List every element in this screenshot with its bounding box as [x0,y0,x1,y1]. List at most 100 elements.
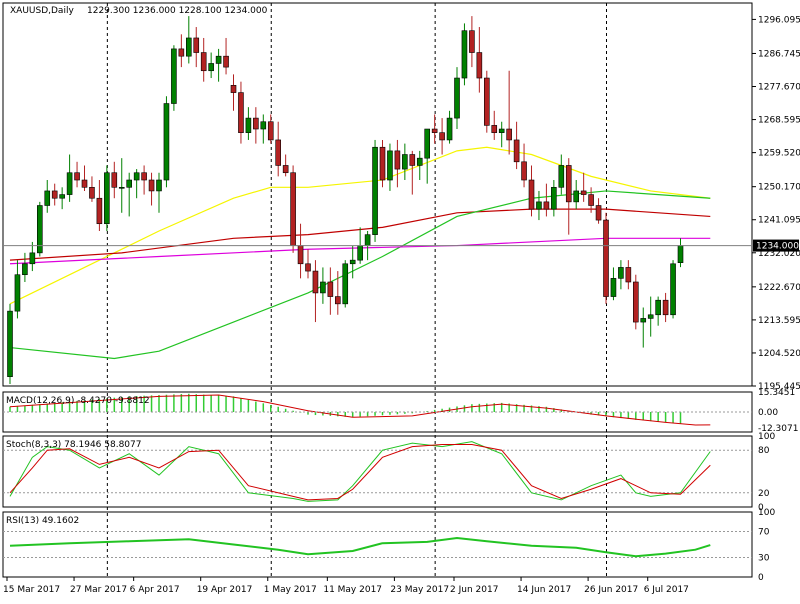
candle[interactable] [290,165,296,253]
candle[interactable] [104,165,110,232]
candle[interactable] [312,260,319,323]
candle[interactable] [394,139,401,188]
candle[interactable] [193,27,200,68]
candle[interactable] [297,223,304,279]
candle[interactable] [632,274,639,330]
candle[interactable] [133,169,140,199]
candle[interactable] [81,165,88,191]
candles[interactable] [7,16,684,384]
candle[interactable] [439,118,445,155]
candle-body [29,252,36,265]
candle[interactable] [521,143,527,188]
candle[interactable] [275,121,282,177]
candle[interactable] [320,267,326,304]
candle[interactable] [29,241,36,272]
candle[interactable] [230,74,237,111]
candle[interactable] [44,180,51,213]
candle-body [141,172,147,181]
candle-body [364,234,371,246]
candle[interactable] [640,307,647,348]
candle[interactable] [349,245,356,279]
candle[interactable] [454,67,460,130]
candle[interactable] [186,16,192,64]
candle[interactable] [528,165,535,217]
candle[interactable] [387,143,393,191]
candle[interactable] [655,296,661,326]
candle[interactable] [22,252,28,282]
candle[interactable] [66,154,73,202]
candle[interactable] [618,260,624,290]
candle[interactable] [141,165,147,195]
candle[interactable] [156,172,162,213]
candle[interactable] [282,154,289,177]
candle[interactable] [677,238,684,268]
date-tick-label: 2 Jun 2017 [450,585,498,595]
candle[interactable] [89,176,95,202]
candle[interactable] [379,139,386,188]
candle[interactable] [245,107,252,140]
candle[interactable] [334,271,341,315]
candle[interactable] [469,16,475,68]
candle[interactable] [506,70,512,155]
candle[interactable] [588,187,594,213]
price-tick-label: 1259.520 [758,149,800,159]
candle[interactable] [208,52,214,79]
candle[interactable] [372,139,378,242]
candle[interactable] [446,110,453,144]
candle[interactable] [543,183,550,217]
candle[interactable] [36,201,43,257]
candle[interactable] [595,198,602,224]
candle[interactable] [327,267,334,315]
candle[interactable] [74,161,80,188]
candle[interactable] [580,172,587,202]
candle[interactable] [431,114,438,144]
candle[interactable] [573,180,580,210]
candle[interactable] [551,180,557,217]
candle[interactable] [416,150,423,181]
candle[interactable] [111,161,118,199]
candle[interactable] [223,37,229,75]
candle[interactable] [424,128,431,184]
candle[interactable] [59,187,65,210]
candle[interactable] [126,172,132,217]
candle[interactable] [200,37,207,82]
candle[interactable] [461,23,468,86]
candle[interactable] [148,172,155,206]
candle[interactable] [513,121,520,170]
candle[interactable] [253,107,259,144]
candle[interactable] [625,260,632,290]
candle[interactable] [402,143,408,181]
candle[interactable] [7,303,13,384]
candle[interactable] [171,45,177,111]
candle[interactable] [483,70,490,133]
candle[interactable] [536,190,542,221]
candle[interactable] [409,150,416,195]
candle[interactable] [662,292,669,323]
candle[interactable] [476,27,483,93]
candle[interactable] [342,260,349,308]
candle[interactable] [305,249,311,279]
candle[interactable] [647,296,654,337]
candle-body [36,205,43,254]
candle[interactable] [565,158,572,235]
candle[interactable] [498,121,505,148]
candle[interactable] [163,96,170,188]
candle[interactable] [267,114,274,144]
candle[interactable] [260,114,267,144]
candle[interactable] [491,110,498,140]
candle[interactable] [178,34,185,68]
candle[interactable] [215,48,222,82]
candle-body [610,278,617,297]
candle[interactable] [14,260,21,319]
candle[interactable] [603,212,609,304]
candle[interactable] [670,260,676,319]
candle[interactable] [238,81,244,144]
candle[interactable] [610,267,617,301]
candle[interactable] [118,158,125,213]
candle[interactable] [51,183,58,206]
candle[interactable] [96,180,103,232]
candle[interactable] [558,154,565,195]
candle-body [446,117,453,141]
